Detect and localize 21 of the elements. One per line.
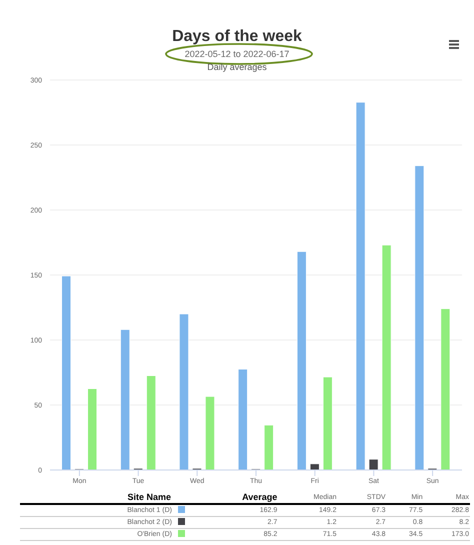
bar xyxy=(296,251,306,470)
bar xyxy=(310,464,320,470)
chart-title: Days of the week xyxy=(171,28,303,46)
bar xyxy=(382,244,392,470)
bar xyxy=(322,376,332,470)
bar xyxy=(62,276,72,470)
bar xyxy=(414,166,424,470)
y-axis-title: Daily averages xyxy=(206,62,268,72)
bar xyxy=(264,424,274,470)
bar xyxy=(356,102,366,470)
bar xyxy=(146,376,156,470)
bar xyxy=(179,314,189,470)
bar xyxy=(205,396,215,470)
text: Average xyxy=(241,491,278,504)
bar xyxy=(368,459,378,470)
bar xyxy=(238,369,248,470)
chart-subtitle: 2022-05-12 to 2022-06-17 xyxy=(184,49,290,59)
bar xyxy=(440,308,450,470)
bar xyxy=(120,329,130,470)
text: Site Name xyxy=(126,491,172,504)
bar xyxy=(88,388,98,470)
